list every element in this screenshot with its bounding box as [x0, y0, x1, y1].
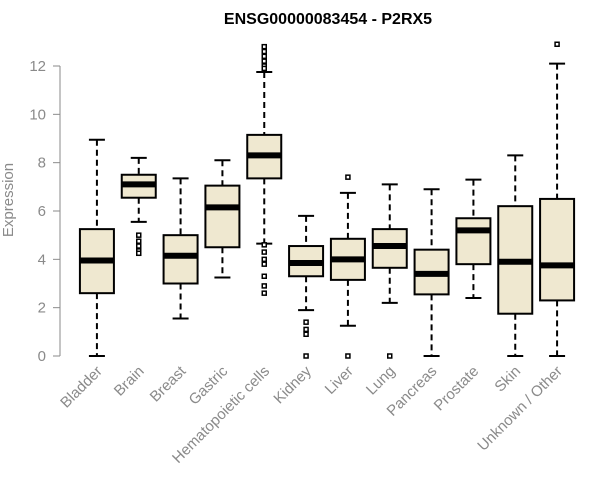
x-category-label: Brain — [111, 363, 148, 400]
y-tick-label: 10 — [29, 106, 46, 123]
y-tick-label: 4 — [38, 251, 46, 268]
box-hematopoietic-cells — [246, 43, 283, 296]
iqr-box — [539, 197, 576, 302]
box-gastric — [204, 159, 241, 279]
x-category-label: Liver — [322, 363, 357, 398]
outlier-point — [554, 41, 560, 47]
y-tick-label: 8 — [38, 155, 46, 172]
box-lung — [371, 183, 408, 359]
iqr-box — [162, 234, 199, 285]
outlier-point — [261, 249, 267, 255]
outlier-point — [136, 243, 142, 249]
iqr-box — [455, 217, 492, 266]
y-tick-label: 12 — [29, 58, 46, 75]
outlier-point — [345, 353, 351, 359]
x-category-label: Kidney — [270, 362, 315, 407]
outlier-point — [345, 174, 351, 180]
y-axis: 0 2 4 6 8 10 12 — [29, 58, 61, 365]
x-category-label: Breast — [147, 362, 190, 405]
outlier-point — [303, 326, 309, 333]
outlier-point — [303, 319, 309, 325]
outlier-point — [261, 273, 267, 279]
y-axis-label: Expression — [0, 163, 17, 237]
box-kidney — [288, 214, 325, 359]
outlier-point — [136, 232, 142, 238]
outlier-point — [136, 250, 142, 257]
outlier-point — [261, 48, 267, 55]
outlier-point — [261, 58, 267, 64]
outlier-point — [261, 261, 267, 267]
box-brain — [120, 156, 157, 257]
x-category-label: Bladder — [57, 363, 106, 412]
outlier-point — [261, 256, 267, 263]
box-pancreas — [413, 188, 450, 357]
y-tick-label: 2 — [38, 300, 46, 317]
outlier-point — [261, 53, 267, 60]
box-breast — [162, 177, 199, 320]
outlier-point — [303, 331, 309, 337]
iqr-box — [204, 184, 241, 249]
outlier-point — [261, 242, 267, 248]
box-liver — [329, 174, 366, 359]
y-tick-label: 0 — [38, 348, 46, 365]
box-unknown-other — [539, 41, 576, 357]
boxes-group — [78, 41, 576, 359]
outlier-point — [261, 290, 267, 296]
outlier-point — [303, 353, 309, 359]
outlier-point — [261, 65, 267, 72]
chart-title: ENSG00000083454 - P2RX5 — [224, 11, 432, 28]
outlier-point — [261, 43, 267, 50]
x-category-label: Skin — [491, 363, 524, 396]
box-bladder — [78, 138, 115, 357]
outlier-point — [136, 238, 142, 244]
box-skin — [497, 154, 534, 357]
box-prostate — [455, 178, 492, 299]
x-category-label: Prostate — [431, 363, 483, 415]
outlier-point — [387, 353, 393, 359]
x-category-label: Lung — [363, 363, 399, 399]
y-tick-label: 6 — [38, 203, 46, 220]
outlier-point — [261, 283, 267, 289]
